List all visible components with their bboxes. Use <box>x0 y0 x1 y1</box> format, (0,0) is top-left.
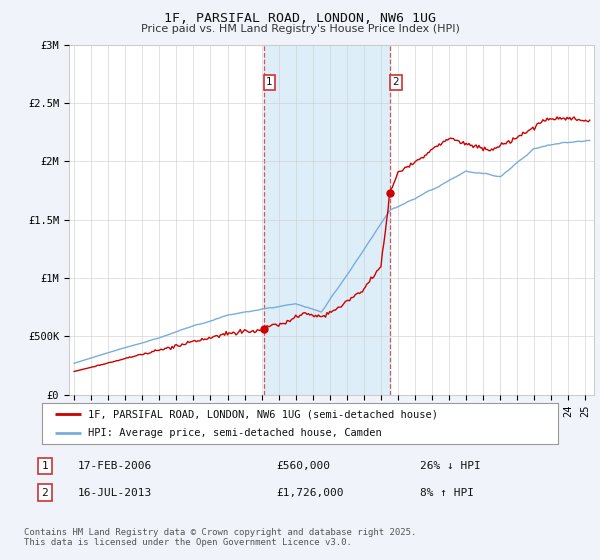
Text: 1F, PARSIFAL ROAD, LONDON, NW6 1UG: 1F, PARSIFAL ROAD, LONDON, NW6 1UG <box>164 12 436 25</box>
Text: 1: 1 <box>41 461 49 471</box>
Text: 1F, PARSIFAL ROAD, LONDON, NW6 1UG (semi-detached house): 1F, PARSIFAL ROAD, LONDON, NW6 1UG (semi… <box>88 409 439 419</box>
Text: Contains HM Land Registry data © Crown copyright and database right 2025.
This d: Contains HM Land Registry data © Crown c… <box>24 528 416 547</box>
Text: HPI: Average price, semi-detached house, Camden: HPI: Average price, semi-detached house,… <box>88 428 382 438</box>
Text: £560,000: £560,000 <box>276 461 330 471</box>
Text: Price paid vs. HM Land Registry's House Price Index (HPI): Price paid vs. HM Land Registry's House … <box>140 24 460 34</box>
Text: 2: 2 <box>392 77 400 87</box>
Text: 16-JUL-2013: 16-JUL-2013 <box>78 488 152 498</box>
Text: 17-FEB-2006: 17-FEB-2006 <box>78 461 152 471</box>
Text: 26% ↓ HPI: 26% ↓ HPI <box>420 461 481 471</box>
Text: 1: 1 <box>266 77 273 87</box>
Text: £1,726,000: £1,726,000 <box>276 488 343 498</box>
Bar <box>263 45 390 395</box>
Text: 8% ↑ HPI: 8% ↑ HPI <box>420 488 474 498</box>
Text: 2: 2 <box>41 488 49 498</box>
